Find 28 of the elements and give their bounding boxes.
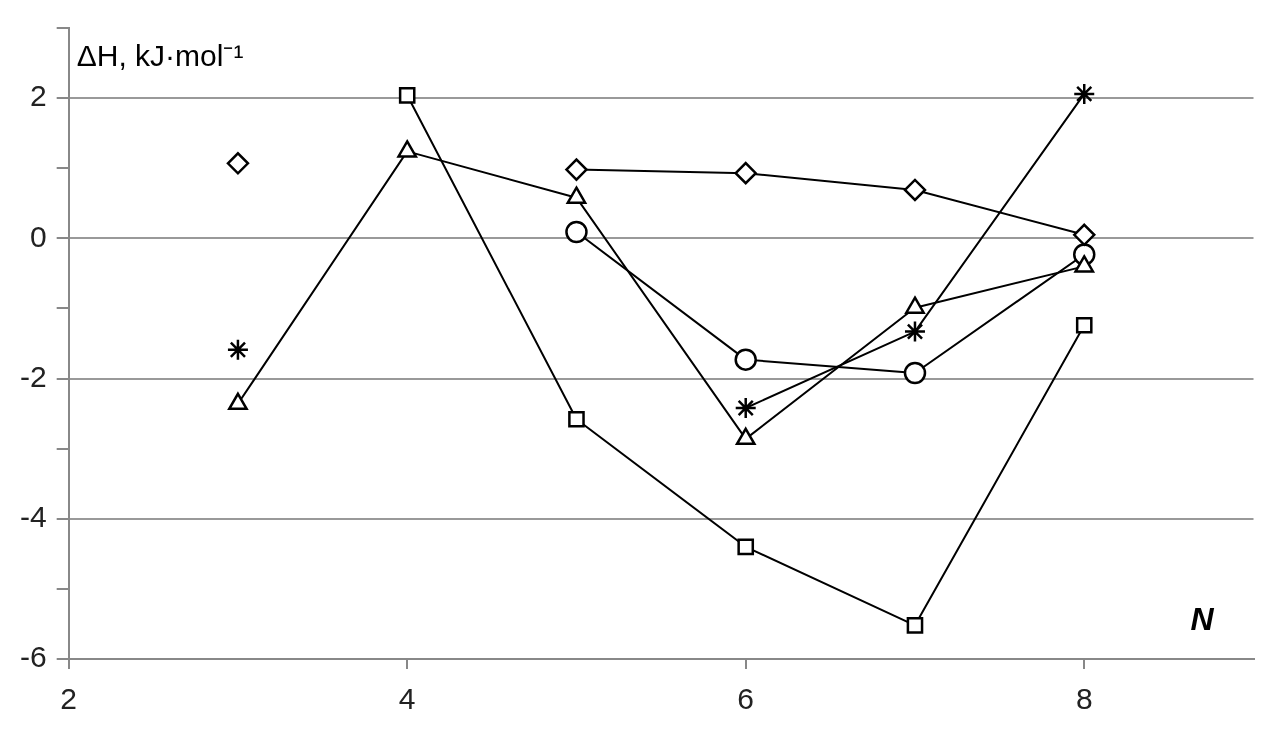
point [398, 86, 416, 104]
point [737, 538, 755, 556]
point [1075, 316, 1093, 334]
x-tick-label: 6 [737, 682, 755, 716]
y-tick-label: 2 [29, 79, 47, 113]
point [734, 396, 757, 420]
point [903, 361, 927, 385]
x-axis-title: N [1190, 600, 1215, 637]
x-tick-label: 2 [60, 682, 78, 716]
point [734, 348, 757, 371]
point [906, 617, 924, 634]
point [903, 320, 927, 343]
point [1072, 223, 1096, 247]
point [1072, 82, 1096, 106]
x-tick-label: 8 [1075, 682, 1093, 716]
x-tick-label: 4 [398, 682, 416, 716]
point [226, 338, 250, 362]
y-tick-label: -2 [19, 359, 47, 393]
point [565, 158, 588, 181]
y-tick-label: -4 [19, 500, 47, 534]
point [226, 152, 250, 175]
point [903, 178, 927, 202]
point [734, 161, 757, 185]
y-tick-label: 0 [29, 219, 47, 253]
point [565, 220, 588, 244]
y-axis-title: ΔH, kJ·mol⁻¹ [76, 39, 244, 73]
y-tick-label: -6 [19, 640, 47, 674]
point [568, 410, 585, 428]
